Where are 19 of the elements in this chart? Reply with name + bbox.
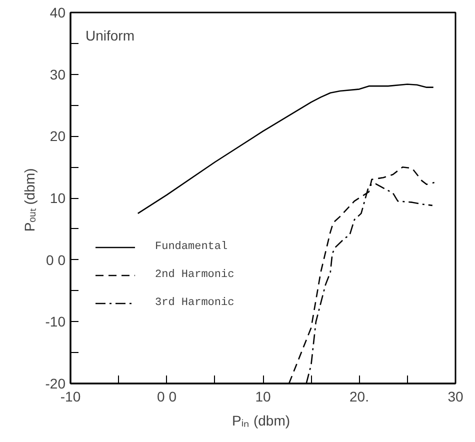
line-series <box>137 84 434 214</box>
y-axis-title: Pₒᵤₜ (dbm) <box>21 168 38 232</box>
x-tick-label: 20. <box>350 388 369 404</box>
x-tick-label: 30 <box>448 388 464 404</box>
x-tick-label: 10 <box>255 388 271 404</box>
y-tick-label: -10 <box>45 314 66 330</box>
x-tick-label: 0 0 <box>157 388 177 404</box>
legend-label: 3rd Harmonic <box>155 297 234 309</box>
annotation: Uniform <box>86 28 135 44</box>
y-tick-label: 10 <box>50 190 66 206</box>
legend-label: Fundamental <box>155 241 228 253</box>
y-tick-label: 30 <box>50 66 66 82</box>
legend-label: 2nd Harmonic <box>155 269 234 281</box>
y-tick-label: -20 <box>45 376 66 392</box>
y-tick-label: 20 <box>50 128 66 144</box>
x-axis-title: Pᵢₙ (dbm) <box>232 412 290 428</box>
y-tick-label: 0 0 <box>46 252 66 268</box>
y-tick-label: 40 <box>50 4 66 20</box>
x-tick-label: -10 <box>60 388 81 404</box>
